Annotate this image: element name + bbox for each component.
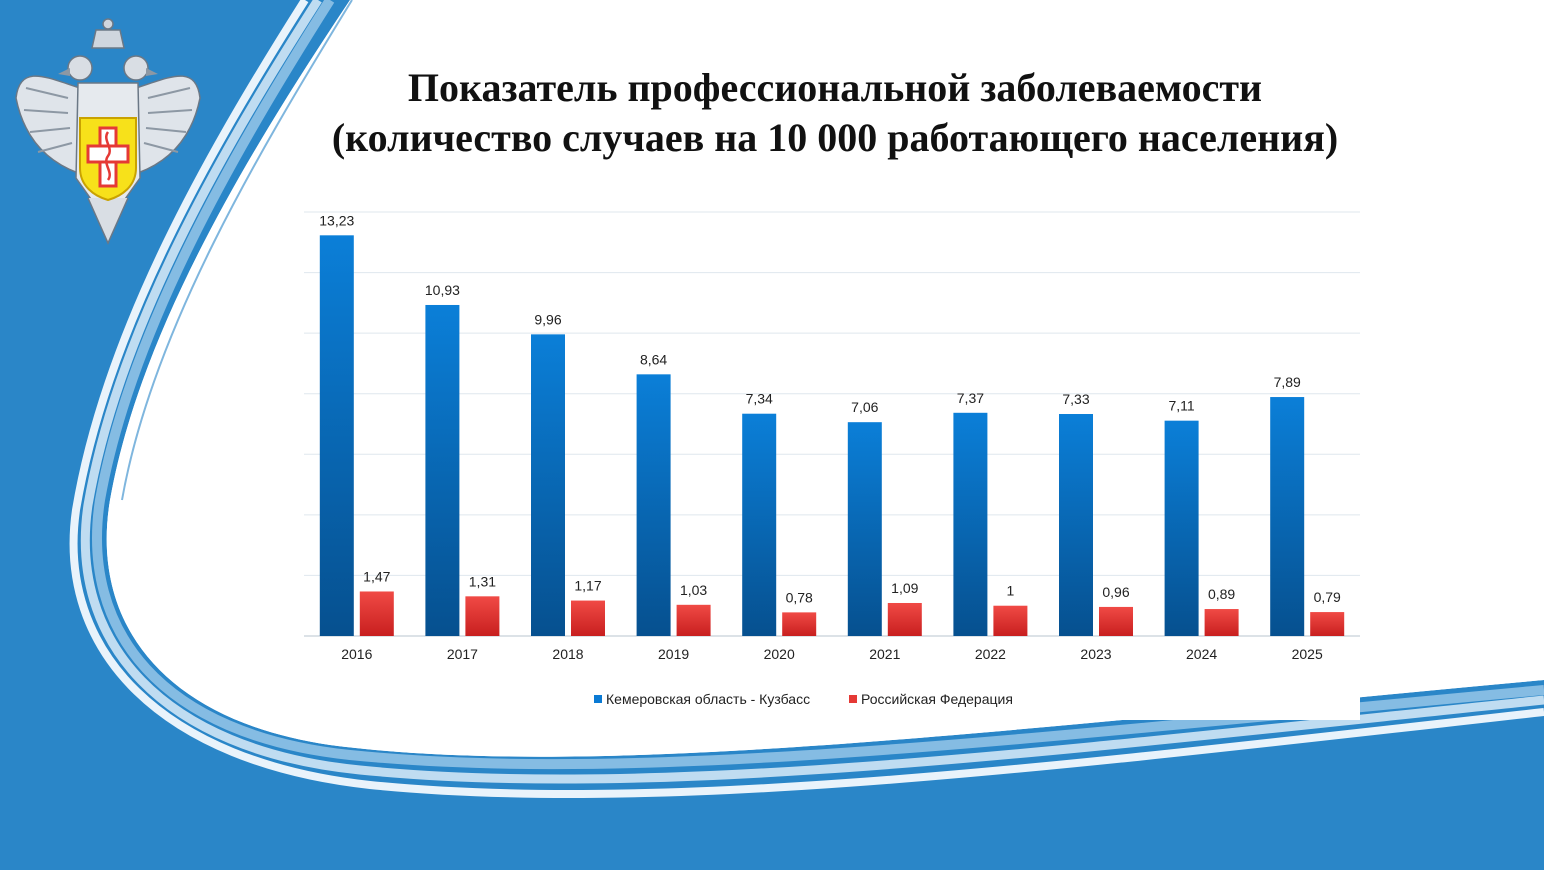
- data-label-russia-2019: 1,03: [680, 582, 707, 598]
- x-tick-2024: 2024: [1186, 646, 1217, 662]
- x-tick-2016: 2016: [341, 646, 372, 662]
- data-label-russia-2017: 1,31: [469, 573, 496, 589]
- data-label-russia-2016: 1,47: [363, 568, 390, 584]
- x-tick-2023: 2023: [1080, 646, 1111, 662]
- legend-label-kuzbass: Кемеровская область - Кузбасс: [606, 691, 810, 707]
- bar-russia-2018: [571, 600, 605, 636]
- bar-kuzbass-2021: [847, 422, 882, 636]
- data-label-kuzbass-2021: 7,06: [851, 399, 878, 415]
- bar-kuzbass-2022: [953, 412, 988, 636]
- data-label-russia-2025: 0,79: [1314, 589, 1341, 605]
- x-tick-2022: 2022: [975, 646, 1006, 662]
- bar-russia-2020: [782, 612, 817, 636]
- data-label-kuzbass-2025: 7,89: [1274, 374, 1301, 390]
- data-label-kuzbass-2023: 7,33: [1062, 391, 1089, 407]
- legend-swatch-russia: [849, 695, 857, 703]
- x-tick-2017: 2017: [447, 646, 478, 662]
- x-tick-2019: 2019: [658, 646, 689, 662]
- bar-russia-2025: [1310, 612, 1345, 636]
- series-kuzbass: [319, 235, 1305, 636]
- bar-russia-2021: [887, 602, 922, 636]
- chart-title-line-2: (количество случаев на 10 000 работающег…: [331, 115, 1339, 160]
- chart-area: [304, 200, 1360, 720]
- legend-label-russia: Российская Федерация: [861, 691, 1013, 707]
- bar-kuzbass-2019: [636, 374, 671, 636]
- double-headed-eagle-emblem: [15, 18, 201, 245]
- bar-kuzbass-2025: [1270, 397, 1305, 636]
- bar-russia-2023: [1099, 606, 1133, 636]
- bar-russia-2019: [676, 604, 711, 636]
- x-axis-ticks: 2016 2017 2018 2019 2020 2021 2022 2023 2024 2025: [341, 646, 1323, 662]
- bar-kuzbass-2023: [1059, 414, 1093, 636]
- data-label-russia-2023: 0,96: [1102, 584, 1129, 600]
- data-label-russia-2022: 1: [1007, 583, 1015, 599]
- x-tick-2018: 2018: [552, 646, 583, 662]
- data-label-russia-2021: 1,09: [891, 580, 918, 596]
- bar-kuzbass-2016: [319, 235, 354, 636]
- bar-russia-2017: [465, 596, 500, 636]
- x-tick-2021: 2021: [869, 646, 900, 662]
- data-label-kuzbass-2016: 13,23: [319, 212, 354, 228]
- data-label-russia-2020: 0,78: [786, 589, 813, 605]
- data-label-kuzbass-2020: 7,34: [746, 391, 773, 407]
- data-label-kuzbass-2019: 8,64: [640, 351, 667, 367]
- data-label-kuzbass-2017: 10,93: [425, 282, 460, 298]
- data-label-kuzbass-2024: 7,11: [1168, 398, 1194, 414]
- data-labels: 13,23 1,47 10,93 1,31 9,96 1,17 8,64 1,03 7,34 0,…: [319, 212, 1341, 605]
- bar-kuzbass-2020: [742, 413, 777, 636]
- data-label-kuzbass-2022: 7,37: [957, 390, 984, 406]
- bar-russia-2024: [1204, 609, 1239, 636]
- bar-kuzbass-2017: [425, 304, 460, 636]
- bar-kuzbass-2018: [531, 334, 565, 636]
- chart-title-line-1: Показатель профессиональной заболеваемос…: [407, 65, 1263, 110]
- x-tick-2025: 2025: [1292, 646, 1323, 662]
- bar-russia-2022: [993, 605, 1028, 636]
- series-russia: [359, 591, 1345, 636]
- legend-swatch-kuzbass: [594, 695, 602, 703]
- data-label-russia-2024: 0,89: [1208, 586, 1235, 602]
- bar-kuzbass-2024: [1164, 420, 1199, 636]
- bar-russia-2016: [359, 591, 394, 636]
- data-label-russia-2018: 1,17: [574, 578, 601, 594]
- legend: Кемеровская область - Кузбасс Российская…: [594, 691, 1013, 707]
- data-label-kuzbass-2018: 9,96: [534, 311, 561, 327]
- x-tick-2020: 2020: [764, 646, 795, 662]
